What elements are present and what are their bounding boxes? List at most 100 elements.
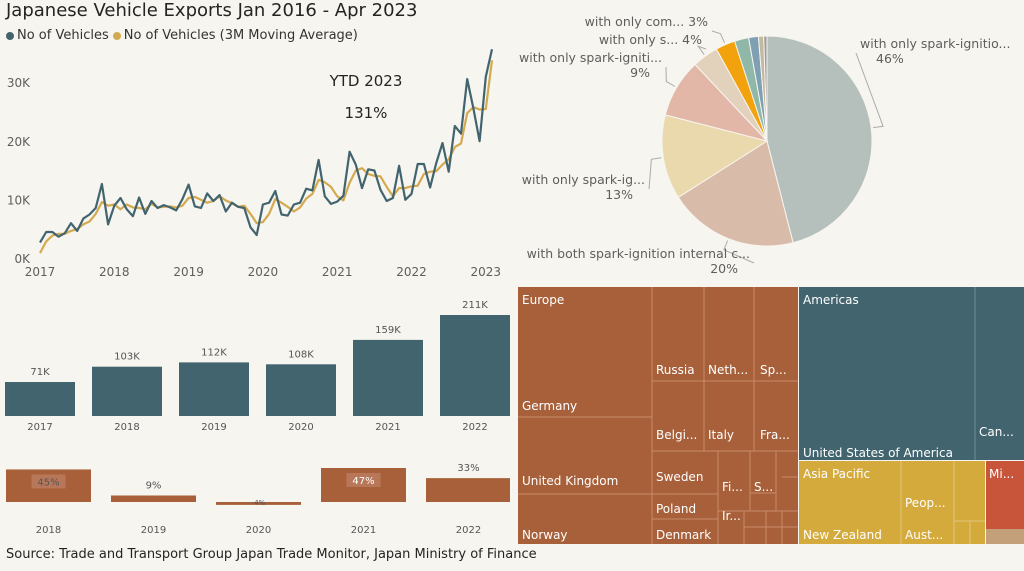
dashboard-title: Japanese Vehicle Exports Jan 2016 - Apr … (6, 0, 418, 21)
x-tick-label: 2019 (173, 265, 204, 279)
x-tick-label: 2023 (471, 265, 502, 279)
x-tick-label: 2017 (25, 265, 56, 279)
x-tick-label: 2021 (322, 265, 353, 279)
fuel-type-pie-chart[interactable]: with only spark-ignitio...46% with both s… (512, 0, 1024, 282)
x-tick-label: 2022 (396, 265, 427, 279)
x-tick-label: 2020 (248, 265, 279, 279)
treemap-asia-pacific[interactable]: Asia Pacific New Zealand Peop... Aust... (799, 461, 985, 544)
pie-slice-label: with only spark-igniti... (519, 50, 662, 65)
pie-leader-line (711, 30, 725, 43)
y-tick-label: 10K (7, 193, 31, 207)
pie-slice-label: with only com... 3% (585, 14, 708, 29)
treemap-item-canada: Can... (979, 425, 1014, 439)
pie-slice-percent: 13% (605, 187, 633, 202)
source-footnote: Source: Trade and Transport Group Japan … (6, 547, 537, 562)
pie-slice[interactable] (766, 35, 873, 244)
annual-bar-year-label: 2017 (27, 422, 52, 433)
treemap-item-uk: United Kingdom (522, 474, 618, 488)
annual-bar[interactable] (92, 366, 162, 416)
annual-bar-value-label: 112K (201, 347, 227, 358)
pie-slice-label: with only s... 4% (599, 32, 702, 47)
line-x-axis: 2017 2018 2019 2020 2021 2022 2023 (25, 265, 501, 279)
legend-label-vehicles: No of Vehicles (17, 28, 109, 43)
treemap-item-switzerland: S... (754, 480, 773, 494)
annual-bar-value-label: 211K (462, 300, 488, 311)
growth-label-background (31, 474, 66, 489)
growth-label-background (346, 473, 381, 487)
pie-leader-line (723, 240, 755, 264)
annual-growth-bar-chart[interactable]: 45% 2018 9% 2019 -4% 2020 47% 2021 33% 2022 (0, 440, 510, 540)
treemap-item-australia: Aust... (905, 528, 943, 542)
region-treemap[interactable]: Europe Germany United Kingdom Norway Rus… (518, 287, 1024, 544)
annual-bar[interactable] (440, 315, 510, 416)
annual-bar-year-label: 2018 (114, 422, 139, 433)
legend-item-vehicles[interactable]: No of Vehicles (6, 28, 109, 43)
treemap-item-belgium: Belgi... (656, 428, 697, 442)
pie-slice-percent: 9% (630, 65, 650, 80)
legend-swatch-moving-average (112, 31, 121, 40)
treemap-item-italy: Italy (708, 428, 734, 442)
growth-bar-year-label: 2019 (141, 525, 166, 536)
annual-bar-value-label: 103K (114, 352, 140, 363)
growth-bar-value-label: 9% (146, 480, 162, 491)
growth-bar-year-label: 2018 (36, 525, 61, 536)
annual-bar-value-label: 108K (288, 349, 314, 360)
treemap-item-norway: Norway (522, 528, 568, 542)
treemap-item-germany: Germany (522, 399, 577, 413)
pie-slice[interactable] (661, 114, 769, 198)
pie-slice-label: with only spark-ignitio... (860, 36, 1010, 51)
annual-bar[interactable] (266, 364, 336, 416)
growth-bar[interactable] (216, 502, 301, 505)
annual-bar-year-label: 2022 (462, 422, 487, 433)
pie-leader-line (648, 157, 662, 190)
treemap-region-americas: Americas (803, 293, 859, 307)
growth-bar-year-label: 2022 (456, 525, 481, 536)
pie-slice-label: with both spark-ignition internal c... (527, 246, 750, 261)
growth-bar-value-label: 33% (457, 463, 479, 474)
annual-bar-value-label: 159K (375, 325, 401, 336)
growth-bar-value-label: -4% (252, 499, 266, 507)
y-tick-label: 30K (7, 76, 31, 90)
annual-bar-value-label: 71K (30, 367, 50, 378)
line-series-group (39, 48, 494, 254)
y-tick-label: 0K (14, 252, 31, 266)
pie-slice[interactable] (763, 35, 768, 142)
treemap-item-netherlands: Neth... (708, 363, 748, 377)
pie-leader-line (855, 52, 884, 129)
treemap-europe[interactable]: Europe Germany United Kingdom Norway Rus… (518, 287, 798, 544)
growth-bar-value-label: 45% (37, 477, 59, 488)
growth-bar-value-label: 47% (352, 476, 374, 487)
annual-bar-year-label: 2021 (375, 422, 400, 433)
annual-bar[interactable] (179, 362, 249, 416)
treemap-middle-east[interactable]: Mi... (986, 461, 1024, 544)
pie-slice-percent: 46% (876, 51, 904, 66)
line-y-axis: 0K 10K 20K 30K (7, 76, 31, 266)
pie-slice-label: with only spark-ig... (522, 172, 645, 187)
treemap-item-china: Peop... (905, 496, 946, 510)
y-tick-label: 20K (7, 135, 31, 149)
treemap-item-new-zealand: New Zealand (803, 528, 882, 542)
x-tick-label: 2018 (99, 265, 130, 279)
treemap-region-europe: Europe (522, 293, 564, 307)
pie-leader-line (696, 45, 707, 55)
treemap-item-russia: Russia (656, 363, 695, 377)
treemap-item-sweden: Sweden (656, 470, 703, 484)
annual-exports-bar-chart[interactable]: 71K 2017 103K 2018 112K 2019 108K 2020 159K 2021 2… (0, 290, 510, 438)
annual-bar[interactable] (353, 339, 423, 416)
treemap-item-spain: Sp... (760, 363, 787, 377)
treemap-item-denmark: Denmark (656, 528, 711, 542)
growth-bar[interactable] (426, 478, 510, 502)
legend-item-moving-average[interactable]: No of Vehicles (3M Moving Average) (112, 28, 358, 43)
legend-swatch-vehicles (6, 31, 14, 40)
treemap-region-middle-east: Mi... (989, 467, 1014, 481)
vehicles-line[interactable] (39, 48, 494, 244)
annual-bar[interactable] (5, 382, 75, 416)
ytd-annotation-label: YTD 2023 (329, 72, 403, 90)
ytd-annotation-value: 131% (345, 104, 388, 122)
pie-slice[interactable] (677, 140, 794, 247)
treemap-americas[interactable]: Americas United States of America Can... (799, 287, 1024, 460)
line-chart-legend: No of Vehicles No of Vehicles (3M Moving… (6, 28, 362, 43)
legend-label-moving-average: No of Vehicles (3M Moving Average) (123, 28, 358, 43)
line-chart[interactable]: 0K 10K 20K 30K 2017 2018 2019 2020 2021 2022 2023… (0, 40, 510, 285)
growth-bar[interactable] (111, 495, 196, 502)
